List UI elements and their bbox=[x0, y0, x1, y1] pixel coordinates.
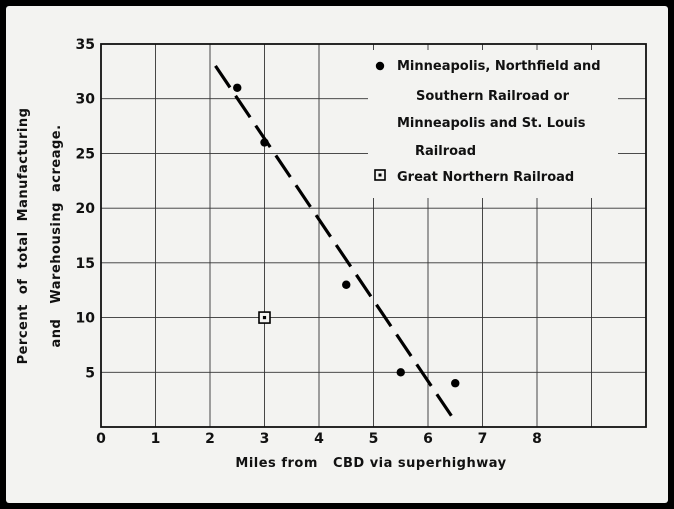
x-tick-label: 6 bbox=[423, 431, 433, 447]
y-tick-label: 35 bbox=[76, 37, 95, 53]
y-axis-title-line1: Percent of total Manufacturing bbox=[16, 108, 31, 365]
y-tick-label: 30 bbox=[76, 92, 96, 108]
legend-marker-great-northern-dot bbox=[378, 173, 382, 177]
x-tick-label: 8 bbox=[532, 431, 542, 447]
x-tick-label: 3 bbox=[260, 431, 270, 447]
legend-label-great-northern: Great Northern Railroad bbox=[397, 170, 574, 185]
legend-marker-mns bbox=[375, 61, 385, 71]
data-points bbox=[233, 83, 460, 388]
x-tick-label: 0 bbox=[96, 431, 106, 447]
data-point-circle bbox=[396, 368, 405, 377]
y-tick-label: 25 bbox=[76, 146, 95, 162]
x-tick-label: 4 bbox=[314, 431, 324, 447]
legend-label-mns-line3: Minneapolis and St. Louis bbox=[397, 116, 586, 131]
legend-label-mns-line1: Minneapolis, Northfield and bbox=[397, 59, 601, 74]
x-tick-labels: 0 1 2 3 4 5 6 7 8 bbox=[96, 431, 542, 447]
data-point-circle bbox=[233, 83, 242, 92]
y-tick-label: 15 bbox=[76, 256, 95, 272]
data-point-circle bbox=[451, 379, 460, 388]
y-tick-label: 10 bbox=[76, 311, 96, 327]
y-axis-title-line2: and Warehousing acreage. bbox=[49, 124, 64, 347]
y-tick-labels: 5 10 15 20 25 30 35 bbox=[76, 37, 96, 381]
x-tick-label: 5 bbox=[369, 431, 379, 447]
y-tick-label: 5 bbox=[85, 365, 95, 381]
legend-label-mns-line4: Railroad bbox=[415, 144, 476, 159]
legend: Minneapolis, Northfield and Southern Rai… bbox=[374, 59, 601, 185]
data-point-circle bbox=[260, 138, 269, 147]
plot-frame bbox=[100, 43, 647, 428]
data-point-circle bbox=[342, 280, 351, 289]
legend-label-mns-line2: Southern Railroad or bbox=[416, 89, 570, 104]
data-point-square-dot bbox=[262, 315, 267, 320]
x-axis-title: Miles from CBD via superhighway bbox=[235, 456, 506, 471]
x-tick-label: 7 bbox=[478, 431, 488, 447]
y-tick-label: 20 bbox=[76, 201, 96, 217]
legend-background bbox=[368, 50, 618, 198]
x-tick-label: 1 bbox=[151, 431, 161, 447]
x-tick-label: 2 bbox=[205, 431, 215, 447]
